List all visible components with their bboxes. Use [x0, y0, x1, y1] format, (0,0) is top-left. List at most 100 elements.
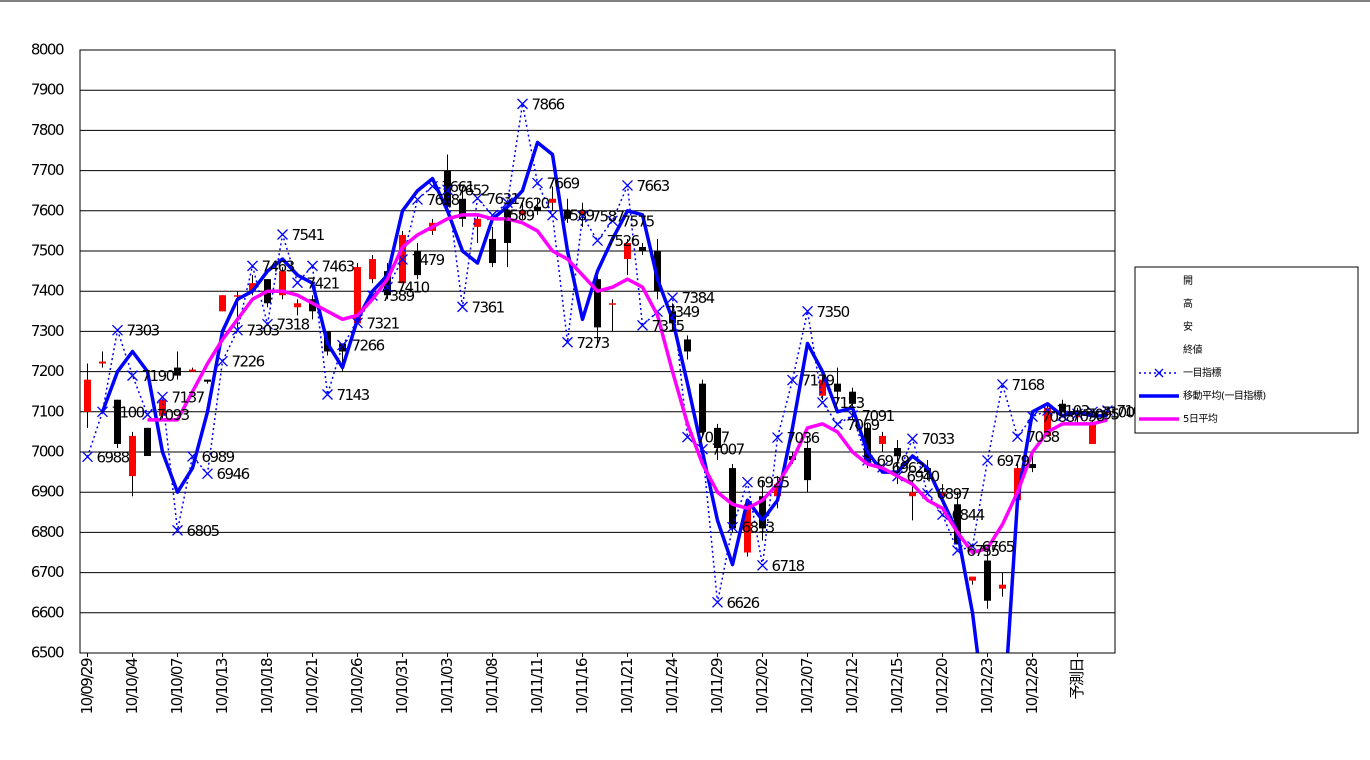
candle-body [504, 210, 511, 243]
x-marker [472, 192, 483, 204]
data-label: 7168 [1012, 376, 1045, 394]
y-tick-label: 8000 [31, 41, 64, 59]
y-tick-label: 6900 [31, 483, 64, 501]
x-marker [247, 260, 258, 272]
y-tick-label: 6600 [31, 603, 64, 621]
candle-body [564, 210, 571, 219]
x-marker [667, 292, 678, 304]
data-label: 7463 [322, 257, 355, 275]
x-marker [232, 324, 243, 336]
y-tick-label: 7800 [31, 121, 64, 139]
candle-body [414, 251, 421, 276]
y-tick-label: 7200 [31, 362, 64, 380]
data-label: 7090 [1072, 407, 1105, 425]
x-marker [1012, 431, 1023, 443]
series-line [86, 103, 1108, 604]
y-tick-label: 7400 [31, 282, 64, 300]
x-marker [817, 397, 828, 409]
x-marker [442, 184, 453, 196]
data-label: 7421 [307, 274, 340, 292]
data-label: 7036 [787, 429, 820, 447]
candle-body [1074, 415, 1081, 418]
data-label: 7315 [652, 317, 685, 335]
candle-body [309, 299, 316, 312]
x-marker [112, 324, 123, 336]
data-label: 7389 [382, 287, 415, 305]
data-label: 6626 [727, 594, 760, 612]
x-marker [517, 98, 528, 110]
data-label: 7266 [352, 337, 385, 355]
candle-body [894, 447, 901, 457]
data-label: 7007 [712, 441, 745, 459]
candle-body [114, 399, 121, 444]
candle-body [339, 343, 346, 352]
x-marker [157, 391, 168, 403]
data-label: 7631 [487, 190, 520, 208]
candle-body [159, 399, 166, 416]
data-label: 7123 [832, 394, 865, 412]
legend-label: 一目指標 [1183, 366, 1222, 379]
x-tick-label: 予測日 [1068, 659, 1086, 700]
candle-body [864, 427, 871, 465]
x-marker [772, 432, 783, 443]
candle-body [744, 504, 751, 553]
data-label: 7095 [1087, 405, 1120, 423]
x-marker [262, 318, 273, 330]
x-tick-label: 10/10/07 [168, 658, 186, 714]
x-tick-label: 10/10/31 [393, 658, 411, 714]
data-label: 6755 [967, 542, 1000, 560]
data-label: 7384 [682, 289, 715, 307]
data-label: 7091 [862, 407, 895, 425]
candle-body [129, 435, 136, 477]
data-label: 7479 [412, 251, 445, 269]
data-label: 6765 [982, 538, 1015, 556]
candle-body [699, 383, 706, 432]
candle-body [579, 210, 586, 215]
x-marker [457, 301, 468, 313]
data-label: 7541 [292, 226, 325, 244]
candle-body [459, 198, 466, 219]
data-label: 6979 [997, 452, 1030, 470]
y-tick-label: 7500 [31, 242, 64, 260]
data-label: 6962 [892, 459, 925, 477]
candle-body [729, 468, 736, 529]
x-marker [532, 177, 543, 189]
candle-body [849, 391, 856, 404]
y-tick-label: 7700 [31, 161, 64, 179]
data-label: 7037 [697, 429, 730, 447]
legend-label: 終値 [1183, 343, 1203, 356]
candle-body [609, 303, 616, 305]
candle-body [1029, 464, 1036, 469]
data-label: 7093 [157, 406, 190, 424]
data-label: 7587 [592, 208, 625, 226]
plot-marks [82, 98, 1113, 653]
y-tick-label: 7600 [31, 201, 64, 219]
data-label: 7661 [442, 178, 475, 196]
x-marker [592, 235, 603, 247]
x-tick-label: 10/12/12 [843, 658, 861, 714]
data-label: 7589 [562, 207, 595, 225]
candle-body [969, 576, 976, 581]
candle-body [279, 271, 286, 296]
x-marker [757, 559, 768, 571]
x-tick-label: 10/12/02 [753, 658, 771, 714]
candle-body [759, 496, 766, 529]
data-label: 7100 [1102, 403, 1135, 421]
x-tick-label: 10/10/21 [303, 658, 321, 714]
x-marker [622, 180, 633, 191]
candle-body [474, 218, 481, 227]
x-tick-label: 10/11/29 [708, 658, 726, 714]
x-marker [982, 454, 993, 466]
x-tick-label: 10/11/08 [483, 658, 501, 714]
data-label: 7088 [1042, 408, 1075, 426]
data-label: 7038 [1027, 428, 1060, 446]
data-label: 7526 [607, 232, 640, 250]
candle-body [219, 295, 226, 312]
candle-body [369, 259, 376, 280]
y-tick-label: 7900 [31, 81, 64, 99]
data-label: 7575 [622, 212, 655, 230]
data-label: 7190 [142, 367, 175, 385]
candle-body [879, 435, 886, 444]
x-marker [577, 210, 588, 222]
data-label: 6989 [202, 448, 235, 466]
